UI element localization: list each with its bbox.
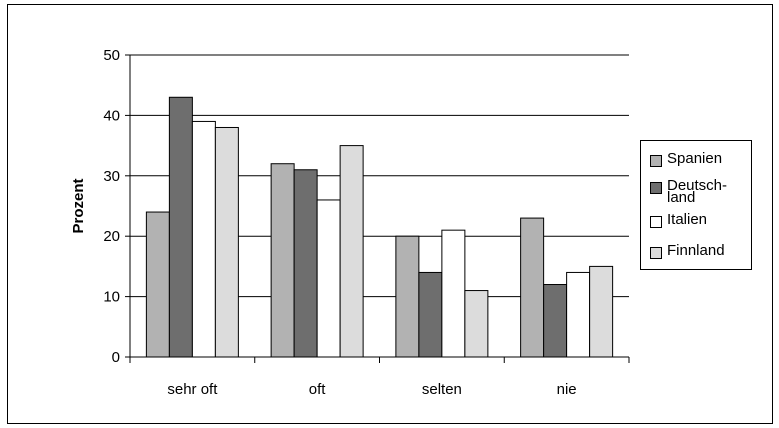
legend-label: Finnland (667, 242, 725, 259)
x-tick-label: selten (422, 381, 462, 398)
bar (270, 163, 295, 358)
bar (464, 290, 489, 358)
bar (339, 145, 364, 358)
bar (293, 169, 318, 358)
bar (191, 120, 216, 358)
bar (395, 235, 420, 358)
x-tick-labels: sehr oft oft selten nie (167, 381, 576, 398)
y-tick-label: 0 (112, 349, 120, 366)
bar (214, 126, 239, 358)
legend-swatch (650, 182, 662, 194)
y-tick-label: 30 (103, 168, 120, 185)
y-tick-label: 50 (103, 47, 120, 64)
bar (566, 271, 591, 358)
bar (543, 284, 568, 358)
x-tick-label: sehr oft (167, 381, 218, 398)
legend-label: Spanien (667, 150, 723, 167)
bar (589, 265, 614, 358)
legend-item: Spanien (650, 150, 747, 167)
legend-item: Italien (650, 211, 747, 228)
legend-label: Italien (667, 211, 708, 228)
bar (168, 96, 193, 358)
legend-item: Deutsch- land (650, 177, 747, 206)
legend: Spanien Deutsch- land Italien Finnland (640, 140, 752, 270)
bar (418, 271, 443, 358)
bars (145, 96, 614, 358)
legend-label: Deutsch- land (667, 177, 728, 206)
y-tick-label: 10 (103, 289, 120, 306)
legend-swatch (650, 155, 662, 167)
y-axis-label: Prozent (70, 178, 87, 233)
y-tick-label: 20 (103, 228, 120, 245)
bar (145, 211, 170, 358)
y-tick-label: 40 (103, 107, 120, 124)
bar (316, 199, 341, 358)
axes (129, 55, 630, 363)
bar (520, 217, 545, 358)
bar (441, 229, 466, 358)
y-tick-labels: 0 10 20 30 40 50 (103, 47, 120, 366)
x-tick-label: oft (309, 381, 327, 398)
legend-item: Finnland (650, 242, 747, 259)
legend-swatch (650, 247, 662, 259)
x-tick-label: nie (557, 381, 577, 398)
legend-swatch (650, 216, 662, 228)
